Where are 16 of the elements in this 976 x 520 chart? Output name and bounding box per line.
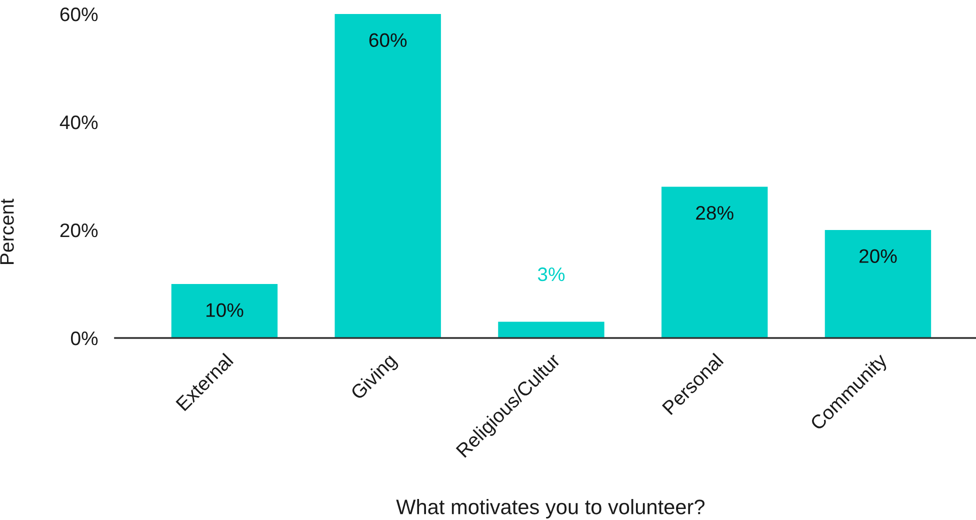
bar (824, 230, 932, 338)
bar (334, 14, 441, 338)
bar (498, 322, 604, 338)
bar (171, 284, 278, 338)
y-tick-label: 60% (60, 7, 98, 22)
x-axis-title: What motivates you to volunteer? (396, 499, 704, 518)
y-tick-label: 20% (60, 223, 98, 238)
data-label: 10% (206, 303, 244, 317)
y-tick-label: 0% (70, 331, 98, 346)
data-label: 60% (369, 33, 407, 47)
y-axis-title: Percent (0, 198, 14, 264)
y-tick-label: 40% (60, 115, 98, 130)
bar (662, 186, 768, 338)
data-label: 20% (859, 249, 897, 263)
data-label: 28% (696, 206, 734, 220)
data-label: 3% (538, 267, 565, 282)
